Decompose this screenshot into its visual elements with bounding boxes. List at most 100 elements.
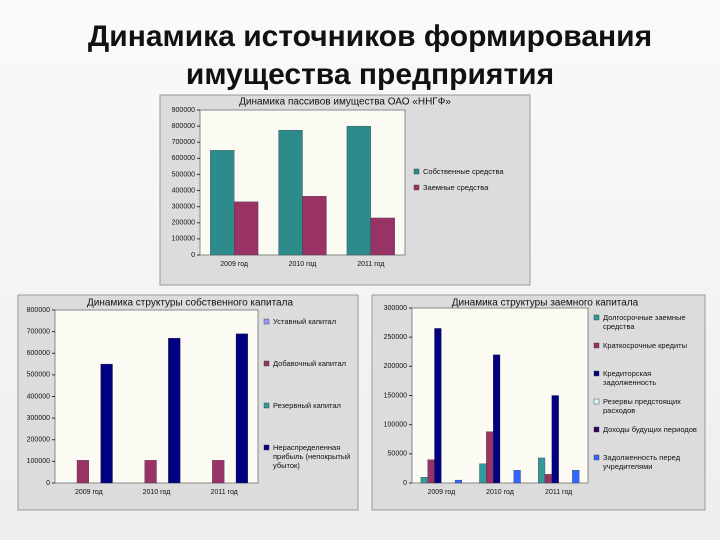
y-tick-label: 500000: [27, 372, 50, 379]
slide-title: Динамика источников формирования имущест…: [87, 20, 653, 91]
legend-label-line: Долгосрочные заемные: [603, 313, 686, 322]
x-tick-label: 2010 год: [143, 489, 171, 496]
bar: [234, 201, 259, 256]
bar: [144, 460, 157, 484]
y-tick-label: 300000: [27, 415, 50, 422]
bar: [551, 395, 559, 484]
legend-swatch: [413, 168, 420, 175]
y-tick-label: 500000: [172, 171, 195, 178]
bar: [212, 460, 225, 484]
legend-label: Кредиторская задолженность: [603, 369, 656, 387]
legend-label-line: задолженность: [603, 378, 656, 387]
legend-label-line: средства: [603, 322, 635, 331]
legend-label: Нераспределенная прибыль (непокрытый убыто…: [273, 443, 350, 470]
bar: [479, 463, 487, 484]
bar: [572, 470, 580, 484]
x-tick-label: 2009 год: [427, 489, 455, 496]
legend-label-line: прибыль (непокрытый: [273, 452, 350, 461]
bar: [76, 460, 89, 484]
y-tick-label: 600000: [172, 155, 195, 162]
y-tick-label: 200000: [172, 220, 195, 227]
legend-label: Уставный капитал: [273, 317, 336, 326]
bar: [278, 129, 303, 256]
y-tick-label: 700000: [27, 328, 50, 335]
legend-label-line: Задолженность перед: [603, 453, 681, 462]
legend-label-line: учредителями: [603, 462, 652, 471]
y-tick-label: 0: [403, 480, 407, 487]
legend-label: Долгосрочные заемные средства: [603, 313, 686, 331]
y-tick-label: 200000: [27, 437, 50, 444]
bar: [235, 333, 248, 484]
plot-area: [54, 309, 259, 484]
bar: [486, 431, 494, 484]
legend-label-line: Резервы предстоящих: [603, 397, 681, 406]
chart-title: Динамика структуры собственного капитала: [87, 297, 293, 309]
legend-label: Добавочный капитал: [273, 359, 346, 368]
legend-label-line: Нераспределенная: [273, 443, 340, 452]
y-tick-label: 250000: [384, 334, 407, 341]
bar: [544, 474, 552, 484]
legend-swatch: [263, 318, 270, 325]
x-tick-label: 2011 год: [357, 261, 384, 268]
bar: [370, 217, 395, 256]
legend-label-line: Кредиторская: [603, 369, 651, 378]
x-tick-label: 2010 год: [486, 489, 514, 496]
y-tick-label: 50000: [388, 451, 408, 458]
bar: [100, 363, 113, 484]
x-tick-label: 2011 год: [545, 489, 572, 496]
y-tick-label: 700000: [172, 139, 195, 146]
y-tick-label: 300000: [384, 305, 407, 312]
bar: [420, 477, 428, 484]
bar: [210, 150, 235, 256]
bar: [454, 479, 463, 484]
legend-swatch: [593, 370, 600, 377]
bar: [346, 125, 371, 256]
y-tick-label: 100000: [27, 458, 50, 465]
chart-title: Динамика структуры заемного капитала: [452, 298, 639, 309]
legend-label: Резервы предстоящих расходов: [603, 397, 681, 415]
legend-swatch: [593, 426, 600, 433]
y-tick-label: 150000: [384, 392, 407, 399]
bar: [302, 196, 327, 256]
bar: [168, 337, 181, 484]
y-tick-label: 600000: [27, 350, 50, 357]
chart-title: Динамика пассивов имущества ОАО «ННГФ»: [239, 97, 451, 108]
legend-swatch: [593, 454, 600, 461]
bar: [513, 470, 521, 484]
y-tick-label: 0: [191, 252, 195, 259]
legend-swatch: [593, 398, 600, 405]
x-tick-label: 2010 год: [289, 261, 317, 268]
y-tick-label: 800000: [27, 307, 50, 314]
legend-label-line: расходов: [603, 406, 635, 415]
legend-label-line: убыток): [273, 461, 300, 470]
bar: [434, 328, 442, 484]
legend-swatch: [263, 360, 270, 367]
bar: [493, 354, 501, 484]
x-tick-label: 2009 год: [220, 261, 248, 268]
y-tick-label: 900000: [172, 107, 195, 114]
bar: [537, 457, 546, 484]
legend-swatch: [413, 184, 420, 191]
legend-label: Собственные средства: [423, 167, 504, 176]
legend-label: Краткосрочные кредиты: [603, 341, 687, 350]
legend-swatch: [593, 314, 600, 321]
legend-label: Заемные средства: [423, 183, 489, 192]
y-tick-label: 400000: [27, 393, 50, 400]
y-tick-label: 200000: [384, 363, 407, 370]
legend-label: Задолженность перед учредителями: [603, 453, 681, 471]
y-tick-label: 100000: [384, 422, 407, 429]
legend-swatch: [593, 342, 600, 349]
legend-swatch: [263, 444, 270, 451]
y-tick-label: 300000: [172, 204, 195, 211]
y-tick-label: 800000: [172, 123, 195, 130]
legend-label: Доходы будущих периодов: [603, 425, 697, 434]
legend-swatch: [263, 402, 270, 409]
x-tick-label: 2011 год: [211, 489, 238, 496]
bar: [427, 459, 435, 484]
x-tick-label: 2009 год: [75, 489, 103, 496]
y-tick-label: 400000: [172, 187, 195, 194]
y-tick-label: 0: [46, 480, 50, 487]
legend-label: Резервный капитал: [273, 401, 341, 410]
